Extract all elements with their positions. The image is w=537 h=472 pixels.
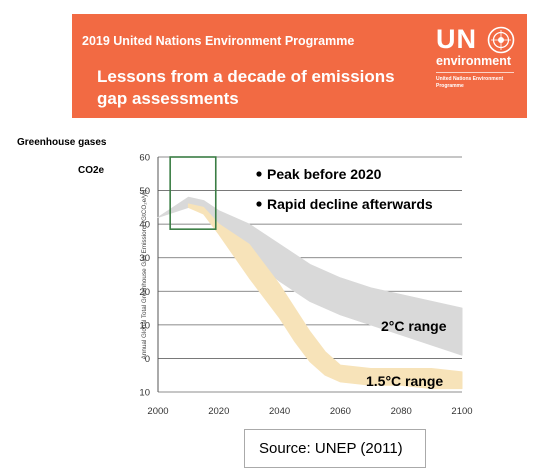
y-tick-label: 10 xyxy=(139,320,150,331)
x-tick-label: 2000 xyxy=(147,406,168,417)
co2e-label: CO2e xyxy=(78,165,105,176)
banner-subtitle: Lessons from a decade of emissions gap a… xyxy=(97,67,395,108)
greenhouse-gases-label: Greenhouse gases xyxy=(17,137,107,148)
logo-un-text: UN xyxy=(436,24,477,54)
peak-highlight-box xyxy=(169,156,217,230)
un-environment-logo: UN environment United Nations Environmen… xyxy=(436,24,522,102)
un-emblem-icon xyxy=(487,26,515,54)
x-tick-label: 2080 xyxy=(391,406,412,417)
source-box: Source: UNEP (2011) xyxy=(244,429,426,468)
bullet-icon xyxy=(256,171,262,177)
bullet-text: Peak before 2020 xyxy=(267,166,382,182)
source-text: Source: UNEP (2011) xyxy=(259,440,403,457)
y-tick-label: 0 xyxy=(145,354,150,365)
logo-agency-text: United Nations Environment Programme xyxy=(436,76,504,89)
logo-divider xyxy=(436,72,514,73)
y-tick-label: 10 xyxy=(139,388,150,399)
label-1-5c-range: 1.5°C range xyxy=(366,373,443,389)
x-tick-label: 2060 xyxy=(330,406,351,417)
y-tick-label: 60 xyxy=(139,153,150,164)
y-axis-title: Annual Global Total Greenhouse Gas Emiss… xyxy=(141,190,148,360)
label-2c-range: 2°C range xyxy=(381,318,447,334)
x-tick-label: 2040 xyxy=(269,406,290,417)
y-tick-label: 40 xyxy=(139,220,150,231)
bullet-text: Rapid decline afterwards xyxy=(267,196,433,212)
y-tick-label: 50 xyxy=(139,186,150,197)
x-tick-label: 2020 xyxy=(208,406,229,417)
header-banner: 2019 United Nations Environment Programm… xyxy=(72,14,527,118)
logo-environment-text: environment xyxy=(436,54,512,68)
banner-title: 2019 United Nations Environment Programm… xyxy=(82,34,355,48)
y-tick-label: 30 xyxy=(139,253,150,264)
x-tick-label: 2100 xyxy=(451,406,472,417)
y-tick-label: 20 xyxy=(139,287,150,298)
bullet-icon xyxy=(256,201,262,207)
